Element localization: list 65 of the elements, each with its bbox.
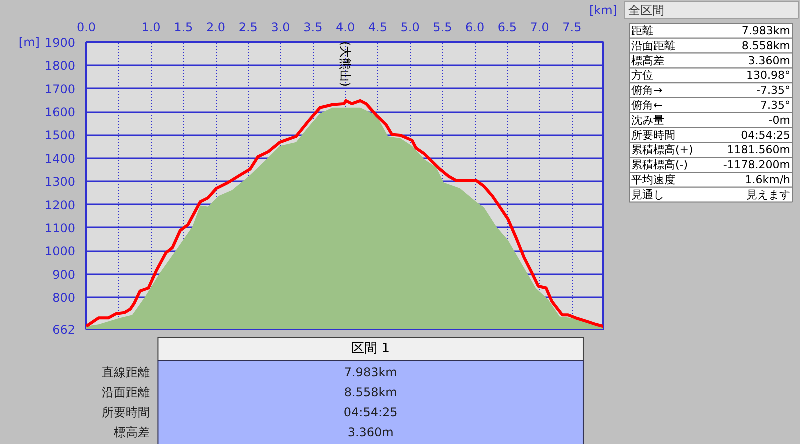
x-tick-label: 5.0 — [400, 20, 420, 34]
x-axis-title: [km] — [590, 4, 618, 18]
text: 7.983km — [344, 366, 398, 380]
x-tick-label: 2.5 — [238, 20, 258, 34]
y-tick-label: 662 — [52, 323, 76, 337]
text: 累積標高(+) — [632, 144, 694, 157]
y-tick-label: 1200 — [44, 198, 76, 212]
text: 7.35° — [760, 98, 791, 112]
y-tick-label: 1700 — [44, 82, 76, 96]
x-tick-label: 0.0 — [76, 20, 96, 34]
text: 全区間 — [628, 4, 664, 18]
text: 130.98° — [746, 69, 791, 82]
x-tick-label: 6.5 — [498, 20, 518, 34]
text: 3.360m — [348, 426, 394, 440]
y-tick-label: 1300 — [44, 175, 76, 190]
text: 所要時間 — [632, 128, 676, 142]
y-tick-label: 800 — [52, 291, 76, 306]
y-tick-label: 1400 — [44, 152, 76, 166]
x-tick-label: 7.5 — [562, 20, 582, 34]
text: -0m — [768, 114, 791, 127]
text: 平均速度 — [632, 173, 676, 186]
text: 7.983km — [742, 24, 790, 38]
x-tick-label: 1.5 — [174, 20, 194, 34]
x-tick-label: 1.0 — [142, 20, 161, 34]
y-tick-label: 900 — [52, 268, 76, 282]
y-tick-label: 1500 — [44, 128, 76, 143]
annotation: (大熊山) — [338, 42, 353, 87]
text: 1181.560m — [727, 144, 790, 157]
x-tick-label: 4.5 — [368, 20, 388, 34]
y-axis-title: [m] — [18, 36, 40, 50]
x-tick-label: 4.0 — [336, 20, 356, 34]
y-tick-label: 1800 — [44, 59, 76, 74]
text: 沈み量 — [632, 114, 664, 127]
text: 3.360m — [748, 54, 791, 68]
text: 8.558km — [742, 39, 790, 52]
x-tick-label: 6.0 — [466, 20, 485, 34]
text: 方位 — [632, 69, 654, 82]
text: 標高差 — [632, 54, 664, 68]
y-tick-label: 1600 — [44, 106, 76, 120]
x-tick-label: 2.0 — [206, 20, 226, 34]
y-tick-label: 1000 — [44, 244, 76, 259]
text: 沿面距離 — [632, 39, 676, 52]
x-tick-label: 7.0 — [530, 20, 550, 34]
text: 所要時間 — [102, 406, 150, 420]
text: 見通し — [632, 188, 664, 202]
text: -7.35° — [756, 84, 791, 98]
text: 俯角← — [632, 98, 663, 112]
text: 距離 — [632, 24, 654, 38]
x-tick-label: 5.5 — [433, 20, 452, 34]
text: 俯角→ — [632, 84, 663, 98]
text: 1.6km/h — [745, 173, 791, 186]
text: 04:54:25 — [344, 406, 398, 420]
text: 標高差 — [114, 426, 150, 440]
text: 区間 1 — [352, 342, 390, 356]
x-tick-label: 3.5 — [304, 20, 323, 34]
x-tick-label: 3.0 — [271, 20, 290, 34]
text: 04:54:25 — [741, 128, 791, 142]
text: 直線距離 — [102, 366, 150, 380]
y-tick-label: 1900 — [44, 36, 76, 50]
y-tick-label: 1100 — [44, 221, 76, 236]
text: 累積標高(-) — [632, 158, 688, 172]
text: -1178.200m — [723, 158, 790, 172]
text: 沿面距離 — [102, 386, 150, 400]
text: 見えます — [746, 188, 790, 202]
text: 8.558km — [344, 386, 398, 400]
